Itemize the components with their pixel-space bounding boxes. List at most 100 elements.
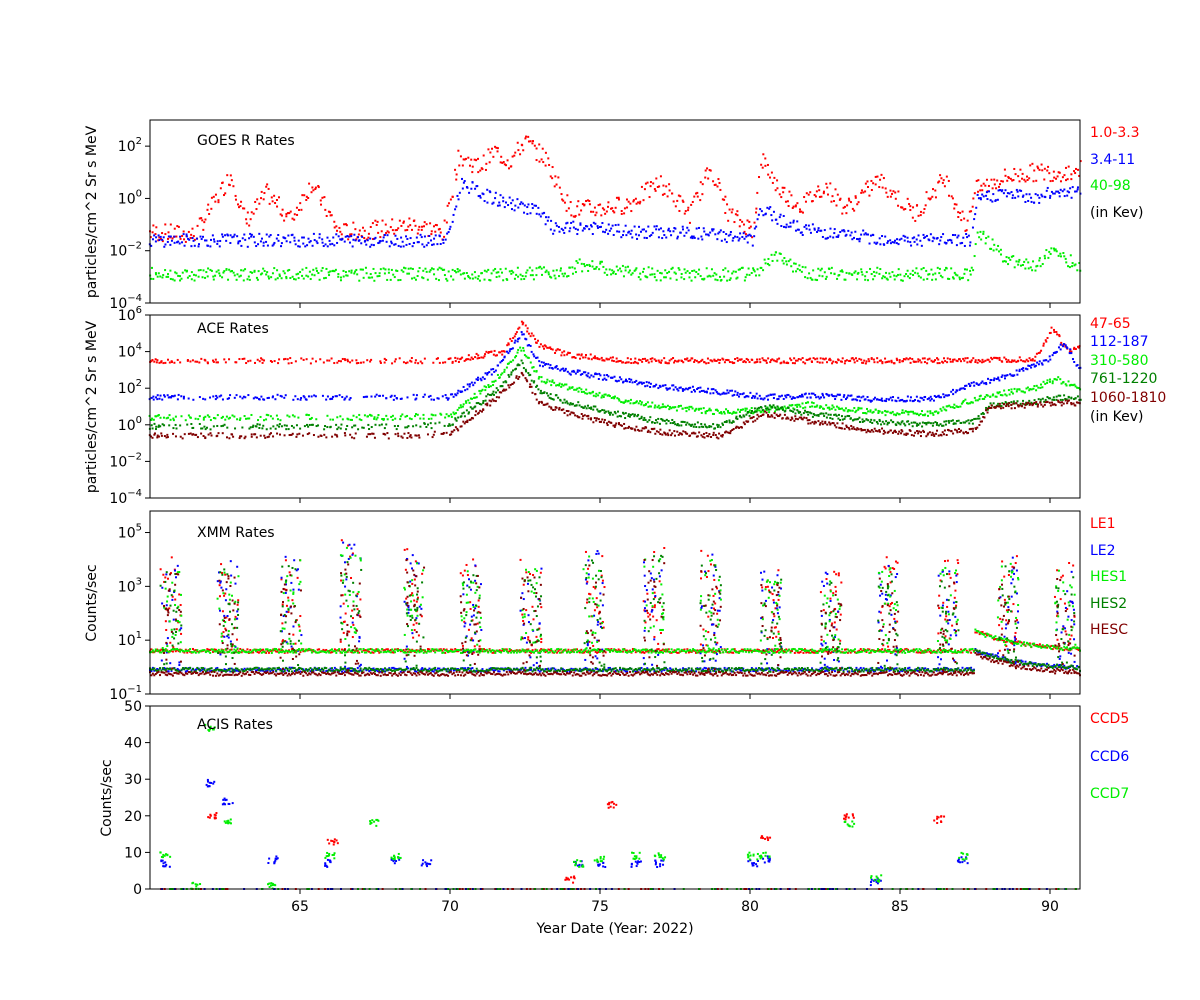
- data-point: [803, 225, 806, 228]
- data-point: [562, 275, 565, 278]
- data-point: [450, 433, 453, 436]
- data-point: [216, 414, 219, 417]
- data-point: [828, 357, 831, 360]
- data-point: [502, 381, 505, 384]
- data-point: [532, 366, 535, 369]
- data-point: [326, 414, 329, 417]
- data-point: [712, 413, 715, 416]
- data-point: [524, 337, 527, 340]
- data-point: [909, 361, 912, 364]
- data-point: [602, 230, 605, 233]
- data-point: [659, 271, 662, 274]
- data-point: [245, 222, 248, 225]
- data-point: [769, 405, 772, 408]
- data-point: [198, 217, 201, 220]
- data-point: [1031, 162, 1034, 165]
- data-point: [271, 200, 274, 203]
- data-point: [1032, 260, 1035, 263]
- data-point: [182, 397, 185, 400]
- data-point: [857, 238, 860, 241]
- data-point: [299, 398, 302, 401]
- data-point: [438, 421, 441, 424]
- data-point: [327, 210, 330, 213]
- data-point: [818, 423, 821, 426]
- data-point: [960, 402, 963, 405]
- data-point: [667, 227, 670, 230]
- data-point: [751, 244, 754, 247]
- data-point: [725, 358, 728, 361]
- data-point: [292, 398, 295, 401]
- data-point: [702, 425, 705, 428]
- data-point: [608, 268, 611, 271]
- data-point: [283, 272, 286, 275]
- data-point: [746, 219, 749, 222]
- data-point: [701, 193, 704, 196]
- data-point: [1033, 359, 1036, 362]
- data-point: [554, 351, 557, 354]
- data-point: [753, 221, 756, 224]
- data-point: [1052, 351, 1055, 354]
- data-point: [384, 433, 387, 436]
- data-point: [989, 381, 992, 384]
- data-point: [970, 381, 973, 384]
- data-point: [921, 357, 924, 360]
- data-point: [458, 406, 461, 409]
- data-point: [224, 192, 227, 195]
- data-point: [566, 402, 569, 405]
- data-point: [960, 387, 963, 390]
- data-point: [583, 265, 586, 268]
- data-point: [676, 424, 679, 427]
- data-point: [649, 181, 652, 184]
- data-point: [943, 396, 946, 399]
- data-point: [193, 238, 196, 241]
- data-point: [390, 415, 393, 418]
- data-point: [445, 431, 448, 434]
- data-point: [841, 407, 844, 410]
- data-point: [546, 346, 549, 349]
- data-point: [889, 242, 892, 245]
- data-point: [592, 210, 595, 213]
- data-point: [959, 387, 962, 390]
- data-point: [773, 176, 776, 179]
- data-point: [323, 196, 326, 199]
- data-point: [727, 391, 730, 394]
- data-point: [194, 274, 197, 277]
- data-point: [656, 269, 659, 272]
- data-point: [743, 396, 746, 399]
- data-point: [1035, 403, 1038, 406]
- data-point: [646, 401, 649, 404]
- data-point: [997, 185, 1000, 188]
- data-point: [349, 233, 352, 236]
- data-point: [683, 278, 686, 281]
- data-point: [693, 360, 696, 363]
- data-point: [867, 358, 870, 361]
- data-point: [879, 243, 882, 246]
- data-point: [860, 396, 863, 399]
- data-point: [869, 420, 872, 423]
- data-point: [253, 433, 256, 436]
- data-point: [638, 429, 641, 432]
- data-point: [406, 414, 409, 417]
- data-point: [404, 229, 407, 232]
- data-point: [242, 269, 245, 272]
- data-point: [1079, 160, 1082, 163]
- data-point: [998, 358, 1001, 361]
- data-point: [544, 271, 547, 274]
- data-point: [919, 210, 922, 213]
- data-point: [773, 253, 776, 256]
- data-point: [549, 228, 552, 231]
- data-point: [912, 399, 915, 402]
- data-point: [633, 225, 636, 228]
- data-point: [160, 360, 163, 363]
- data-point: [628, 230, 631, 233]
- data-point: [483, 377, 486, 380]
- data-point: [1067, 165, 1070, 168]
- data-point: [741, 266, 744, 269]
- data-point: [882, 429, 885, 432]
- data-point: [631, 236, 634, 239]
- data-point: [478, 389, 481, 392]
- data-point: [306, 423, 309, 426]
- data-point: [450, 275, 453, 278]
- data-point: [169, 277, 172, 280]
- data-point: [901, 409, 904, 412]
